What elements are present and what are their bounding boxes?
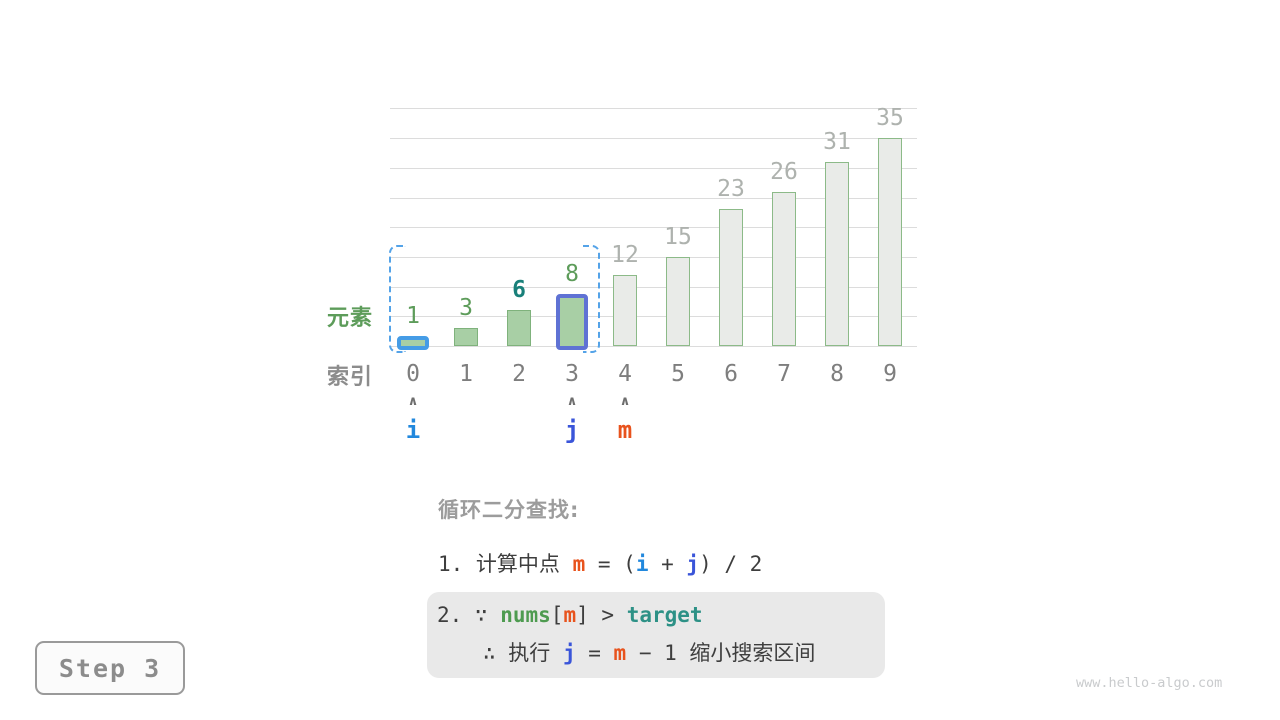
gridline-25	[390, 197, 917, 199]
step-badge-label: Step 3	[58, 653, 162, 683]
pointer-j-label: j	[564, 416, 580, 444]
step2-act-seg-4: − 1	[626, 641, 690, 665]
pointer-m-caret-icon: ∧	[619, 394, 631, 409]
bar-3-highlighted	[556, 294, 588, 350]
step2-cond-seg-1: nums	[500, 603, 551, 627]
watermark: www.hello-algo.com	[1076, 675, 1223, 691]
step2-act-seg-3: m	[613, 641, 627, 665]
explanation-title: 循环二分查找:	[438, 498, 580, 522]
gridline-5	[390, 316, 917, 318]
bar-0-highlighted	[397, 336, 429, 350]
explanation-step2-action: ∴ 执行 j = m − 1 缩小搜索区间	[483, 637, 815, 667]
index-label-3: 3	[565, 361, 579, 387]
index-label-5: 5	[671, 361, 685, 387]
step1-seg-5: j	[686, 552, 700, 576]
gridline-0	[390, 346, 917, 347]
bar-8	[825, 161, 849, 346]
step1-seg-4: +	[648, 552, 687, 576]
pointer-j-caret-icon: ∧	[566, 394, 578, 409]
pointer-i-caret-icon: ∧	[407, 394, 419, 409]
bar-value-9: 35	[876, 105, 904, 132]
gridline-35	[390, 138, 917, 140]
explanation-step2-box: 2. ∵ nums[m] > target ∴ 执行 j = m − 1 缩小搜…	[427, 592, 885, 678]
step2-cond-seg-2: [	[550, 603, 564, 627]
step-badge: Step 3	[35, 641, 185, 695]
step2-cond-seg-5: >	[588, 603, 627, 627]
bar-value-3: 8	[565, 261, 579, 288]
index-label-4: 4	[618, 361, 632, 387]
bar-value-4: 12	[611, 241, 639, 268]
step2-cond-seg-4: ]	[576, 603, 589, 627]
step2-act-seg-1: j	[562, 641, 576, 665]
bar-value-8: 31	[823, 128, 851, 155]
bar-4	[613, 274, 637, 346]
explanation-step1-line: 1. 计算中点 m = (i + j) / 2	[438, 548, 762, 578]
explanation-step2-condition: 2. ∵ nums[m] > target	[437, 603, 703, 627]
step2-act-seg-0: ∴ 执行	[483, 641, 563, 665]
bar-2	[507, 310, 531, 346]
index-row-label: 索引	[327, 365, 374, 390]
step2-act-seg-5: 缩小搜索区间	[689, 641, 816, 665]
search-range-left-bracket	[389, 245, 406, 353]
bar-9	[878, 138, 902, 346]
bar-value-5: 15	[664, 223, 692, 250]
step2-cond-seg-0: 2. ∵	[437, 603, 501, 627]
index-label-7: 7	[777, 361, 791, 387]
bar-value-0: 1	[406, 303, 420, 330]
gridline-15	[390, 256, 917, 258]
index-label-9: 9	[883, 361, 897, 387]
index-label-2: 2	[512, 361, 526, 387]
step1-seg-2: = (	[585, 552, 636, 576]
bar-value-1: 3	[459, 295, 473, 322]
gridline-30	[390, 167, 917, 169]
index-label-6: 6	[724, 361, 738, 387]
bar-5	[666, 256, 690, 346]
gridline-10	[390, 286, 917, 288]
search-range-right-bracket	[583, 245, 600, 353]
gridline-20	[390, 227, 917, 229]
step2-cond-seg-3: m	[563, 603, 577, 627]
step1-seg-1: m	[572, 552, 586, 576]
gridline-40	[390, 108, 917, 110]
pointer-i-label: i	[405, 416, 421, 444]
index-label-1: 1	[459, 361, 473, 387]
bar-value-6: 23	[717, 176, 745, 203]
element-row-label: 元素	[327, 306, 374, 331]
step2-cond-seg-6: target	[626, 603, 703, 627]
step1-seg-6: ) / 2	[699, 552, 763, 576]
step2-act-seg-2: =	[575, 641, 614, 665]
pointer-m-label: m	[617, 416, 633, 444]
bar-1	[454, 328, 478, 346]
bar-value-7: 26	[770, 158, 798, 185]
bar-6	[719, 209, 743, 346]
bar-7	[772, 191, 796, 346]
index-label-0: 0	[406, 361, 420, 387]
step1-seg-3: i	[635, 552, 649, 576]
index-label-8: 8	[830, 361, 844, 387]
step1-seg-0: 1. 计算中点	[438, 552, 573, 576]
bar-value-2: 6	[512, 277, 526, 304]
